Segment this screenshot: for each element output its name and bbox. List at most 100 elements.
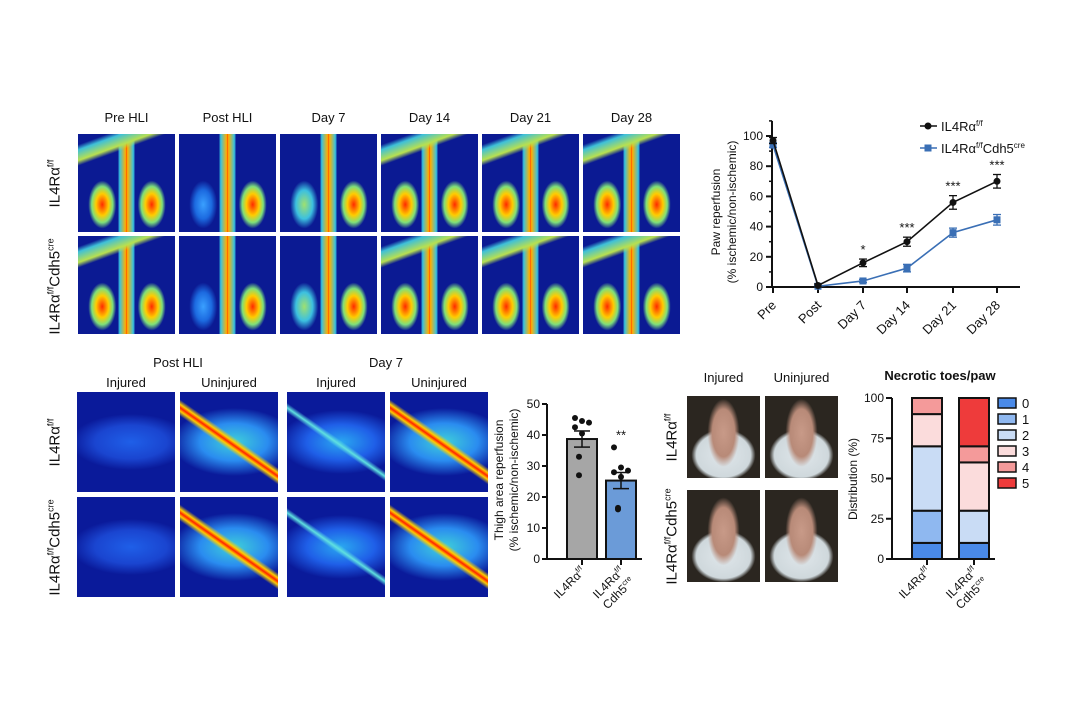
y-tick-label: 100 [864, 391, 884, 405]
legend-marker [924, 122, 932, 130]
row-label-0: IL4Rαf/f [45, 418, 64, 466]
column-label-1: Post HLI [202, 110, 253, 125]
legend-swatch [997, 413, 1017, 425]
legend-label: 5 [1022, 476, 1029, 491]
data-point [586, 419, 592, 426]
legend-label: 4 [1022, 460, 1029, 475]
data-point [859, 277, 867, 285]
significance-marker: * [860, 242, 865, 257]
thermal-image [179, 134, 276, 232]
thermal-image [78, 236, 175, 334]
thigh-image [77, 392, 175, 492]
stacked-segment [911, 445, 943, 512]
column-label-2: Day 7 [311, 110, 346, 125]
paw-photo [765, 490, 838, 582]
thermal-image [78, 134, 175, 232]
x-tick-label: Day 21 [919, 298, 959, 338]
bar [566, 438, 598, 560]
data-point [625, 467, 631, 474]
column-label: Uninjured [201, 375, 257, 390]
legend-swatch [997, 429, 1017, 441]
row-label-1: IL4Rαf/fCdh5cre [45, 498, 64, 596]
stacked-segment [911, 397, 943, 416]
y-tick-label: 60 [750, 189, 764, 203]
column-label-3: Day 14 [408, 110, 451, 125]
thermal-image [280, 134, 377, 232]
stacked-segment [958, 509, 990, 544]
data-point [576, 453, 582, 460]
legend-label: 3 [1022, 444, 1029, 459]
y-tick-label: 0 [533, 552, 540, 566]
thermal-image [583, 134, 680, 232]
legend-label: 0 [1022, 396, 1029, 411]
bar [605, 479, 637, 561]
data-point [579, 418, 585, 425]
legend-swatch [997, 461, 1017, 473]
thermal-image [280, 236, 377, 334]
thigh-image [287, 392, 385, 492]
group-label-post-hli: Post HLI [153, 355, 203, 370]
thermal-image [583, 236, 680, 334]
data-point [576, 472, 582, 479]
thigh-bar-chart: IL4Rαf/f ** IL4Rαf/fCdh5cre 0 10 20 30 40 50 Thig… [492, 397, 642, 612]
column-label: Uninjured [411, 375, 467, 390]
legend-label: 2 [1022, 428, 1029, 443]
stacked-segment [911, 413, 943, 448]
significance-marker: *** [945, 179, 960, 194]
column-label-5: Day 28 [610, 110, 653, 125]
significance-marker: *** [989, 158, 1004, 173]
y-tick-label: 30 [527, 459, 541, 473]
series-line [772, 144, 998, 288]
y-tick-label: 20 [750, 250, 764, 264]
necrotic-toes-chart: Necrotic toes/paw IL4Rαf/f IL4Rαf/fCdh5cre… [846, 368, 1029, 612]
column-label: Injured [106, 375, 146, 390]
data-point [769, 137, 777, 145]
legend-swatch [997, 477, 1017, 489]
y-axis-label: (% ischemic/non-ischemic) [725, 141, 739, 284]
thermal-image [179, 236, 276, 334]
significance-marker: *** [899, 220, 914, 235]
data-point [572, 414, 578, 421]
significance-marker: ** [616, 427, 626, 442]
y-tick-label: 25 [871, 512, 885, 526]
stacked-segment [958, 541, 990, 561]
column-label: Uninjured [773, 370, 830, 385]
y-tick-label: 0 [877, 552, 884, 566]
thigh-image [390, 497, 488, 597]
x-tick-label: IL4Rαf/f [895, 563, 933, 601]
x-tick-label: Day 7 [834, 298, 869, 333]
thermal-image [381, 134, 478, 232]
data-point [903, 264, 911, 272]
data-point [949, 198, 957, 206]
stacked-segment [958, 445, 990, 464]
x-tick-label: IL4Rαf/fCdh5cre [942, 563, 991, 612]
legend-marker [924, 144, 932, 152]
data-point [618, 473, 624, 480]
data-point [615, 506, 621, 513]
y-tick-label: 40 [750, 220, 764, 234]
group-label-day-7: Day 7 [369, 355, 403, 370]
thermal-image [381, 236, 478, 334]
y-tick-label: 0 [756, 280, 763, 294]
x-tick-label: Pre [754, 298, 779, 323]
thigh-image [180, 392, 278, 492]
paw-photo [687, 490, 760, 582]
y-axis-label: Distribution (%) [846, 438, 860, 520]
paw-photo [765, 396, 838, 478]
x-tick-label: Day 14 [873, 298, 913, 338]
column-label-0: Pre HLI [104, 110, 149, 125]
y-tick-label: 50 [871, 472, 885, 486]
data-point [903, 238, 911, 246]
y-tick-label: 80 [750, 159, 764, 173]
paw-photo [687, 396, 760, 478]
x-tick-label: IL4Rαf/fCdh5cre [589, 563, 638, 612]
y-tick-label: 100 [743, 129, 763, 143]
y-tick-label: 75 [871, 431, 885, 445]
y-tick-label: 50 [527, 397, 541, 411]
data-point [993, 177, 1001, 185]
y-axis-label: (% ischemic/non-ischemic) [507, 409, 521, 552]
legend-label: IL4Rαf/f [941, 119, 983, 134]
legend-swatch [997, 445, 1017, 457]
